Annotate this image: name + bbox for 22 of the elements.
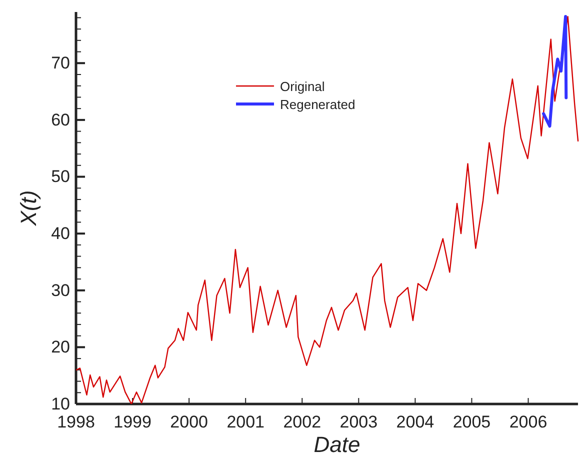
y-axis-title: X(t) (16, 190, 41, 227)
x-tick-label: 2002 (283, 412, 322, 432)
x-tick-label: 2004 (396, 412, 434, 432)
y-tick-label: 10 (51, 394, 70, 414)
x-tick-label: 2000 (170, 412, 208, 432)
x-axis-title: Date (314, 432, 360, 455)
x-tick-label: 2006 (509, 412, 548, 432)
x-tick-label: 1998 (57, 412, 95, 432)
line-series (76, 16, 579, 404)
y-tick-label: 20 (51, 338, 70, 357)
line-series (542, 15, 568, 128)
x-tick-label: 1999 (114, 412, 152, 432)
y-tick-label: 50 (51, 167, 70, 186)
y-tick-label: 70 (51, 54, 70, 73)
y-tick-label: 60 (51, 110, 70, 130)
x-tick-label: 2003 (340, 412, 378, 432)
legend-label: Original (280, 79, 325, 94)
y-tick-label: 30 (51, 280, 70, 300)
legend-label: Regenerated (280, 97, 356, 112)
x-tick-label: 2001 (226, 412, 265, 432)
x-tick-label: 2005 (452, 412, 491, 432)
y-tick-label: 40 (51, 224, 70, 244)
